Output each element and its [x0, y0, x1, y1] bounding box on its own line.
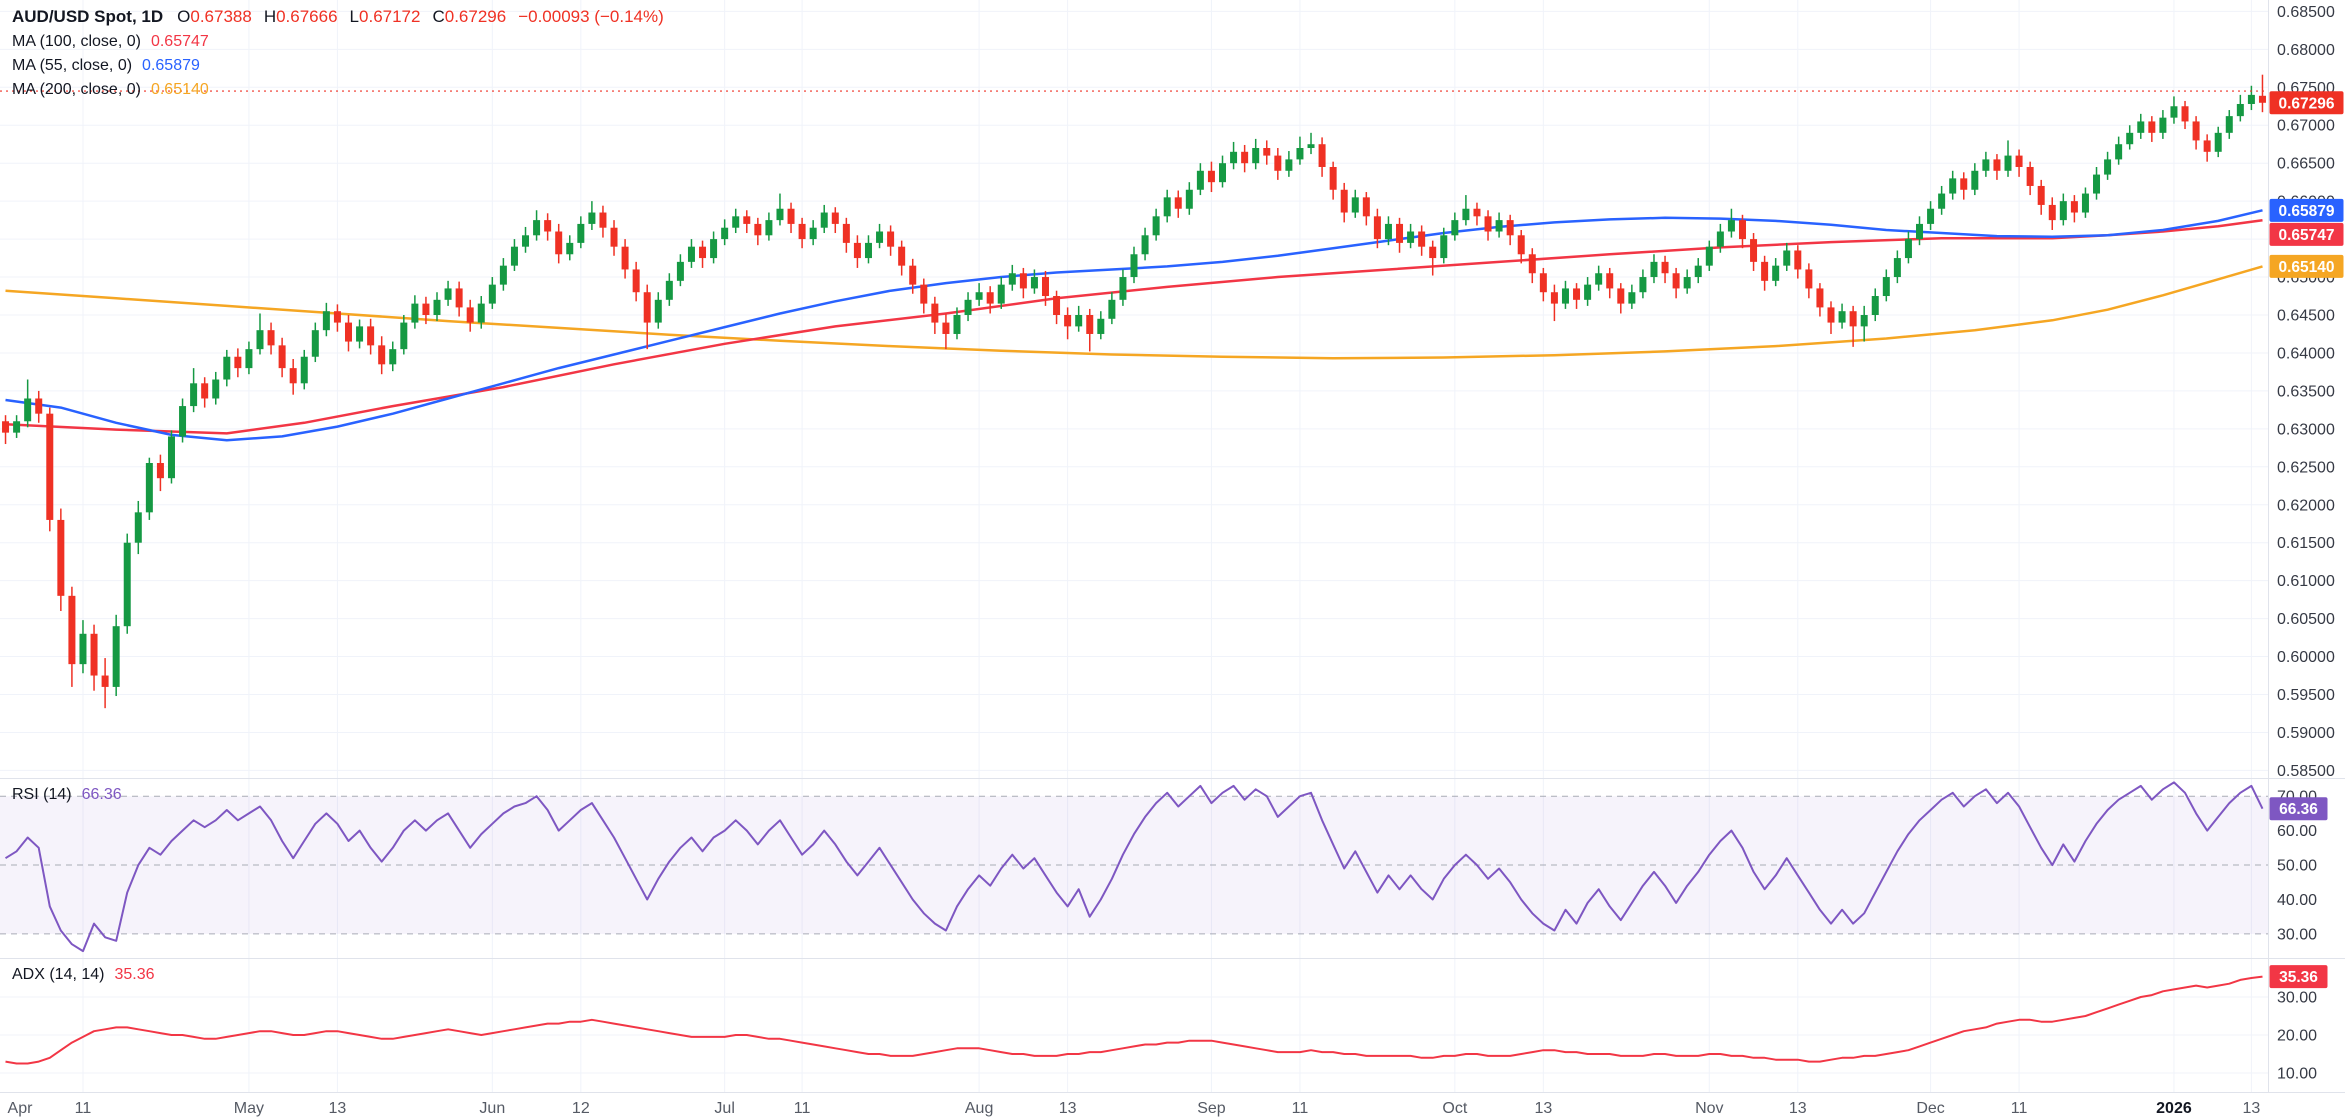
adx-value: 35.36 — [114, 966, 155, 983]
close-prefix: C — [432, 7, 445, 26]
ohlc-open: O 0.67388 — [177, 7, 252, 27]
svg-text:30.00: 30.00 — [2277, 926, 2317, 943]
axis-badges: 0.67296 0.65879 0.65747 0.65140 66.36 35.36 — [2269, 91, 2344, 989]
svg-text:0.68000: 0.68000 — [2277, 42, 2335, 59]
close-value: 0.67296 — [444, 7, 507, 26]
ohlc-low: L 0.67172 — [350, 7, 421, 27]
svg-text:0.63000: 0.63000 — [2277, 421, 2335, 438]
svg-text:0.65140: 0.65140 — [2278, 259, 2334, 276]
ma100-legend-row[interactable]: MA (100, close, 0) 0.65747 — [12, 30, 664, 54]
ohlc-high: H 0.67666 — [264, 7, 338, 27]
svg-text:40.00: 40.00 — [2277, 892, 2317, 909]
ma55-legend-row[interactable]: MA (55, close, 0) 0.65879 — [12, 54, 664, 78]
low-prefix: L — [349, 7, 360, 26]
svg-text:0.61000: 0.61000 — [2277, 573, 2335, 590]
svg-text:0.63500: 0.63500 — [2277, 383, 2335, 400]
svg-text:0.60000: 0.60000 — [2277, 649, 2335, 666]
open-prefix: O — [177, 7, 191, 26]
svg-text:30.00: 30.00 — [2277, 990, 2317, 1007]
candles-layer — [2, 74, 2266, 709]
svg-text:0.65879: 0.65879 — [2278, 203, 2334, 220]
svg-text:11: 11 — [75, 1100, 92, 1117]
svg-text:Sep: Sep — [1197, 1100, 1226, 1117]
svg-text:13: 13 — [1789, 1100, 1807, 1117]
panel-separators — [0, 0, 2345, 1093]
svg-text:0.62000: 0.62000 — [2277, 497, 2335, 514]
svg-text:35.36: 35.36 — [2279, 969, 2318, 986]
ohlc-close: C 0.67296 — [432, 7, 506, 27]
svg-text:10.00: 10.00 — [2277, 1066, 2317, 1083]
rsi-line — [4, 781, 2264, 953]
svg-text:Jul: Jul — [714, 1100, 734, 1117]
svg-text:0.58500: 0.58500 — [2277, 763, 2335, 780]
ma55-value: 0.65879 — [142, 57, 200, 74]
change-value: −0.00093 (−0.14%) — [518, 7, 664, 26]
ma55-label: MA (55, close, 0) — [12, 57, 133, 74]
svg-text:0.60500: 0.60500 — [2277, 611, 2335, 628]
svg-text:13: 13 — [1059, 1100, 1077, 1117]
rsi-value: 66.36 — [81, 786, 122, 803]
rsi-legend[interactable]: RSI (14) 66.36 — [12, 783, 122, 807]
svg-text:66.36: 66.36 — [2279, 801, 2318, 818]
svg-text:0.64500: 0.64500 — [2277, 307, 2335, 324]
svg-text:0.65747: 0.65747 — [2278, 227, 2334, 244]
svg-text:Apr: Apr — [8, 1100, 34, 1117]
svg-text:13: 13 — [329, 1100, 347, 1117]
rsi-band — [0, 795, 2268, 935]
svg-text:0.68500: 0.68500 — [2277, 4, 2335, 21]
svg-text:May: May — [234, 1100, 264, 1117]
adx-legend[interactable]: ADX (14, 14) 35.36 — [12, 963, 155, 987]
svg-text:0.67000: 0.67000 — [2277, 118, 2335, 135]
svg-text:0.67296: 0.67296 — [2278, 95, 2334, 112]
ma200-label: MA (200, close, 0) — [12, 81, 141, 98]
svg-text:0.66500: 0.66500 — [2277, 156, 2335, 173]
svg-text:0.61500: 0.61500 — [2277, 535, 2335, 552]
adx-label: ADX (14, 14) — [12, 966, 105, 983]
svg-text:0.64000: 0.64000 — [2277, 345, 2335, 362]
ma100-value: 0.65747 — [150, 33, 209, 50]
svg-text:2026: 2026 — [2156, 1100, 2192, 1117]
high-prefix: H — [263, 7, 277, 26]
svg-text:Nov: Nov — [1695, 1100, 1723, 1117]
rsi-label: RSI (14) — [12, 786, 72, 803]
ma200-value: 0.65140 — [150, 81, 209, 98]
ma-200-line — [5, 265, 2263, 360]
svg-text:0.59500: 0.59500 — [2277, 687, 2335, 704]
svg-text:11: 11 — [794, 1100, 811, 1117]
svg-text:12: 12 — [572, 1100, 590, 1117]
svg-text:Jun: Jun — [479, 1100, 505, 1117]
ma200-legend-row[interactable]: MA (200, close, 0) 0.65140 — [12, 78, 664, 102]
svg-text:Aug: Aug — [965, 1100, 993, 1117]
price-axis-labels: 0.58500 0.59000 0.59500 0.60000 0.60500 0.610… — [2277, 4, 2335, 780]
open-value: 0.67388 — [190, 7, 252, 26]
svg-text:0.62500: 0.62500 — [2277, 459, 2335, 476]
main-chart-legend: AUD/USD Spot, 1D O 0.67388 H 0.67666 L 0.67… — [12, 4, 664, 102]
svg-text:13: 13 — [1534, 1100, 1552, 1117]
time-axis[interactable]: Apr 11 May 13 Jun 12 Jul 11 Aug 13 Sep 11 Oct 13 Nov 13… — [8, 1100, 2261, 1117]
adx-axis-labels: 30.00 20.00 10.00 — [2277, 990, 2317, 1083]
svg-text:60.00: 60.00 — [2277, 823, 2317, 840]
symbol-legend-row[interactable]: AUD/USD Spot, 1D O 0.67388 H 0.67666 L 0.67… — [12, 4, 664, 30]
svg-text:20.00: 20.00 — [2277, 1028, 2317, 1045]
ma-55-line — [5, 209, 2263, 442]
svg-text:0.59000: 0.59000 — [2277, 725, 2335, 742]
svg-text:11: 11 — [2011, 1100, 2028, 1117]
svg-text:11: 11 — [1292, 1100, 1309, 1117]
symbol-title: AUD/USD Spot, 1D — [12, 7, 164, 26]
svg-text:Dec: Dec — [1916, 1100, 1944, 1117]
adx-line — [5, 975, 2263, 1065]
low-value: 0.67172 — [359, 7, 421, 26]
svg-text:Oct: Oct — [1442, 1100, 1467, 1117]
svg-text:13: 13 — [2243, 1100, 2261, 1117]
high-value: 0.67666 — [276, 7, 338, 26]
gridlines — [0, 0, 2268, 1092]
ma100-label: MA (100, close, 0) — [12, 33, 141, 50]
svg-text:50.00: 50.00 — [2277, 858, 2317, 875]
